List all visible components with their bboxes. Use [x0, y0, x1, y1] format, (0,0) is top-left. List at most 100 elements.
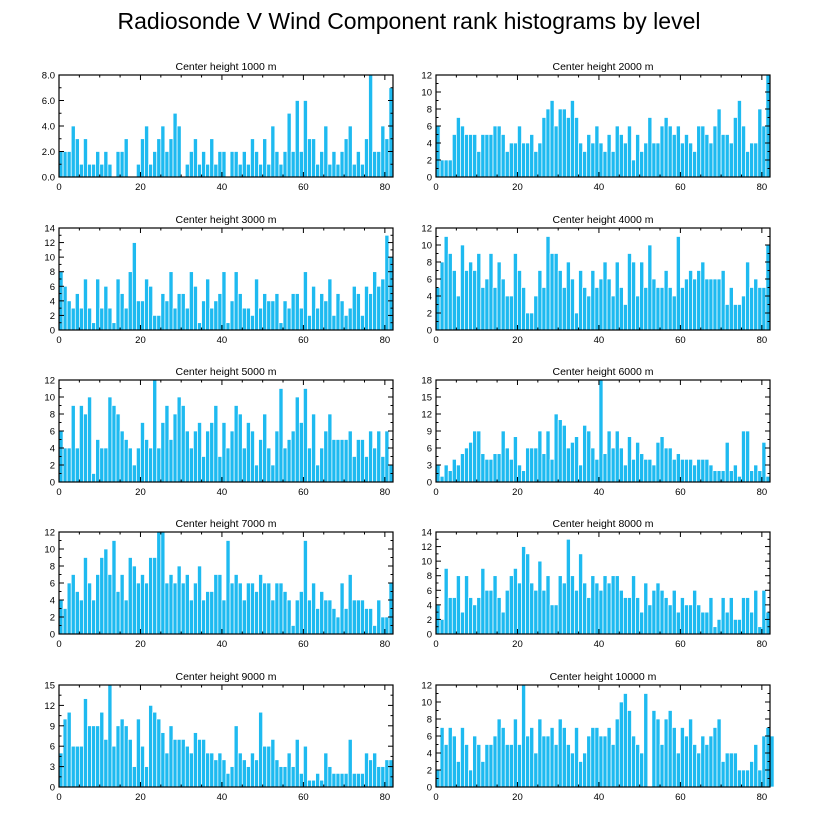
bar [631, 575, 636, 635]
bar [107, 684, 113, 788]
x-tick-label: 20 [512, 182, 523, 193]
bar [262, 745, 268, 788]
bar [476, 430, 482, 483]
bar [327, 766, 333, 788]
bar [586, 134, 592, 178]
bar [136, 163, 141, 178]
bar [476, 597, 482, 635]
bar [561, 424, 567, 483]
bar [627, 125, 632, 178]
panel-8: Center height 8000 m 0 20 40 60 80 0 2 4 6 8 10 12 14 [421, 518, 771, 650]
bar [270, 599, 276, 635]
bar [250, 138, 255, 178]
bar [533, 589, 539, 635]
bar [610, 447, 616, 483]
bar [716, 108, 722, 178]
bar [533, 151, 539, 178]
bar [119, 718, 125, 788]
bar [529, 312, 535, 331]
bar [209, 752, 215, 788]
x-tick-label: 40 [594, 182, 605, 193]
bar [380, 278, 386, 331]
bar [74, 447, 80, 483]
y-tick-label: 2 [427, 309, 432, 320]
bar [484, 278, 490, 331]
bar [549, 100, 555, 178]
bar [99, 447, 105, 483]
bar [753, 744, 759, 788]
bar [712, 278, 718, 331]
bar [156, 531, 162, 635]
bar [188, 271, 194, 331]
bar [496, 125, 502, 178]
bar [488, 589, 494, 635]
bar [684, 604, 689, 635]
bar [221, 759, 227, 788]
bar [83, 278, 88, 331]
panel-title: Center height 6000 m [553, 366, 654, 378]
bar [266, 300, 272, 331]
bar [635, 597, 641, 635]
bar [513, 253, 518, 331]
bar [372, 151, 378, 178]
bar [659, 744, 665, 788]
y-tick-label: 2 [50, 613, 55, 624]
bar [197, 565, 202, 635]
bar [513, 718, 518, 788]
bar [278, 582, 284, 635]
bar [537, 142, 543, 178]
bar [720, 597, 726, 635]
bar [659, 287, 665, 331]
bar [91, 163, 97, 178]
bar [500, 134, 506, 178]
bar [307, 599, 312, 635]
bar [557, 718, 563, 788]
bar [757, 108, 763, 178]
bar [70, 405, 76, 483]
bar [525, 735, 531, 788]
bar [667, 604, 673, 635]
bar [172, 413, 178, 483]
x-tick-label: 60 [675, 487, 686, 498]
bar [720, 761, 726, 788]
bar [347, 125, 353, 178]
bar [355, 439, 361, 483]
bar [176, 293, 182, 331]
bar [311, 285, 316, 331]
bar [692, 464, 698, 483]
bar [464, 134, 469, 178]
y-tick-label: 3 [50, 762, 55, 773]
bar [700, 261, 706, 331]
bar [456, 295, 461, 331]
bar [221, 151, 227, 178]
bar [525, 142, 531, 178]
bar [655, 287, 661, 331]
x-tick-label: 60 [298, 792, 309, 803]
bar [565, 447, 571, 483]
x-tick-label: 40 [217, 487, 228, 498]
bar [66, 300, 72, 331]
bar [298, 591, 304, 635]
bar [712, 470, 718, 483]
bar [343, 138, 349, 178]
bar [590, 270, 596, 331]
bar [590, 575, 596, 635]
bar [127, 739, 133, 788]
bar [262, 413, 268, 483]
y-tick-label: 0 [427, 478, 432, 489]
bar [468, 597, 474, 635]
bar [553, 604, 559, 635]
bar [180, 739, 186, 788]
bar [545, 430, 551, 483]
bar [614, 718, 620, 788]
bar [188, 447, 194, 483]
bar [460, 244, 465, 331]
bar [688, 142, 693, 178]
bar [384, 616, 390, 635]
bar [496, 261, 502, 331]
bar [315, 464, 321, 483]
bar [217, 293, 223, 331]
bar [553, 253, 559, 331]
panel-3: Center height 3000 m 0 20 40 60 80 0 2 4 6 8 10 12 14 [44, 214, 394, 346]
bar [545, 236, 551, 331]
